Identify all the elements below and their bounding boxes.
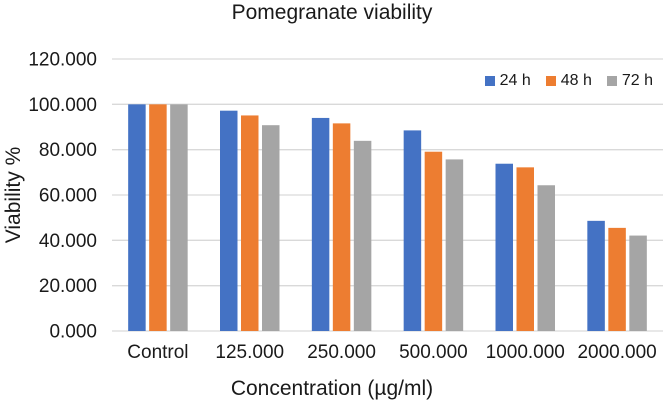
legend-swatch xyxy=(484,76,495,86)
x-tick-label: 2000.000 xyxy=(577,342,656,363)
y-tick-label: 100.000 xyxy=(28,95,97,116)
legend: 24 h 48 h 72 h xyxy=(484,72,653,89)
x-tick-label: 125.000 xyxy=(215,342,284,363)
legend-swatch xyxy=(606,76,617,86)
bar xyxy=(537,185,555,331)
bar xyxy=(241,115,259,331)
legend-item: 24 h xyxy=(484,72,531,89)
legend-item: 72 h xyxy=(606,72,653,89)
bar xyxy=(445,159,464,331)
bar xyxy=(587,220,605,331)
bar xyxy=(608,227,626,331)
x-tick-label: Control xyxy=(127,342,188,363)
y-tick-label: 80.000 xyxy=(39,140,97,161)
bar xyxy=(424,151,443,331)
legend-label: 48 h xyxy=(560,72,592,89)
bar xyxy=(149,104,167,331)
x-tick-label: 1000.000 xyxy=(486,342,565,363)
bar xyxy=(170,104,188,331)
bar xyxy=(262,125,280,331)
bar xyxy=(353,140,372,331)
legend-item: 48 h xyxy=(545,72,592,89)
x-tick-label: 500.000 xyxy=(399,342,468,363)
y-tick-label: 120.000 xyxy=(28,50,97,71)
bar xyxy=(311,117,330,331)
bar xyxy=(220,110,238,332)
bar xyxy=(516,167,534,331)
legend-label: 72 h xyxy=(621,72,653,89)
y-tick-label: 60.000 xyxy=(39,186,97,207)
y-tick-label: 0.000 xyxy=(49,322,97,343)
y-axis-title: Viability % xyxy=(2,146,25,244)
bar xyxy=(128,104,146,331)
legend-swatch xyxy=(545,76,556,86)
y-tick-label: 40.000 xyxy=(39,231,97,252)
bar xyxy=(629,235,647,331)
x-axis-title: Concentration (µg/ml) xyxy=(230,377,434,400)
chart-title: Pomegranate viability xyxy=(231,1,433,24)
x-tick-label: 250.000 xyxy=(307,342,376,363)
bar xyxy=(403,130,422,331)
bar xyxy=(332,123,351,331)
y-tick-label: 20.000 xyxy=(39,276,97,297)
legend-label: 24 h xyxy=(499,72,531,89)
bar xyxy=(495,163,513,331)
